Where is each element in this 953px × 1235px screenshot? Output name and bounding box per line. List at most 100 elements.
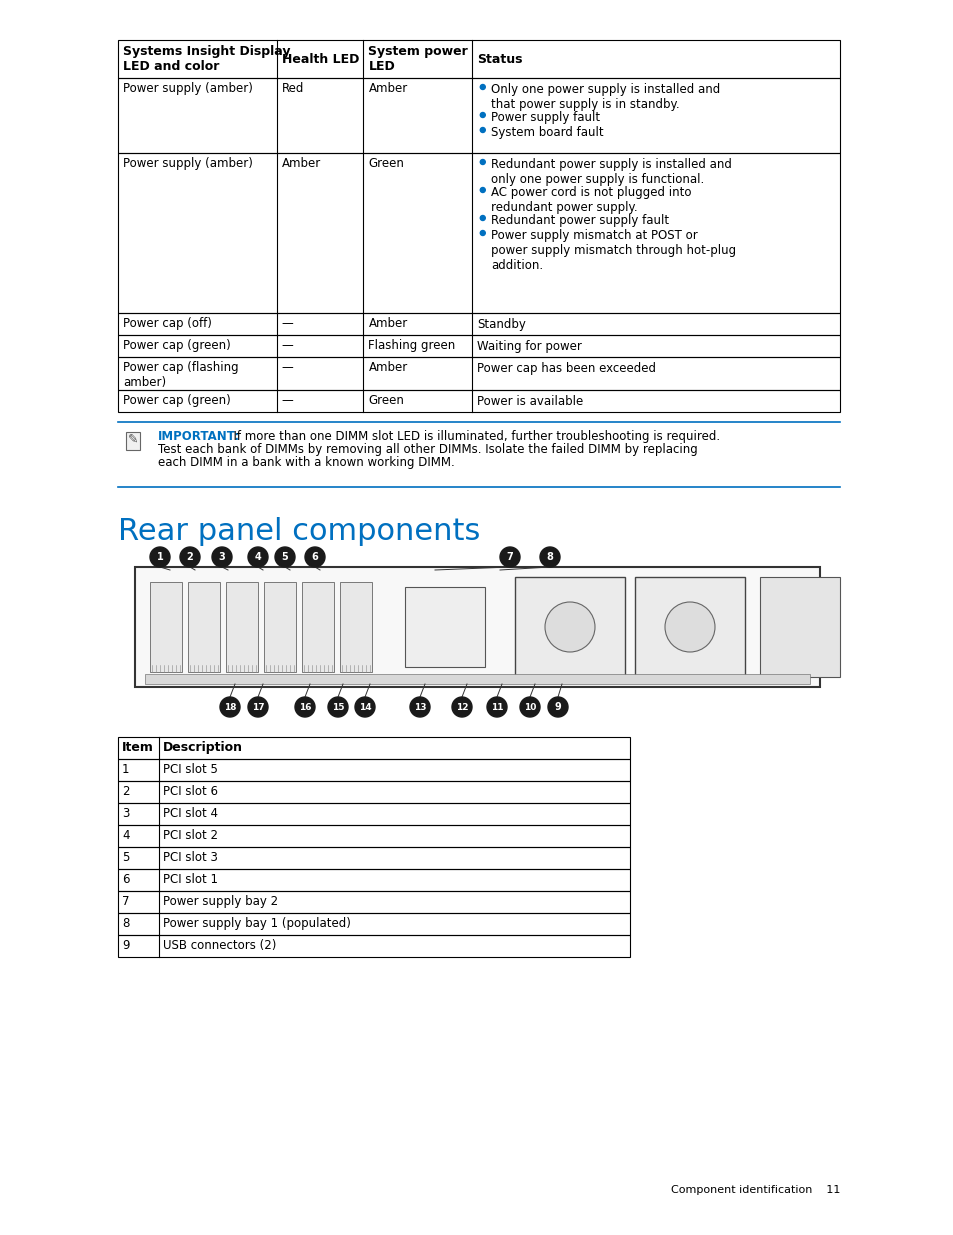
Text: Amber: Amber [368,317,407,330]
Circle shape [294,697,314,718]
Text: Status: Status [476,53,521,65]
Text: Power supply (amber): Power supply (amber) [123,82,253,95]
Text: IMPORTANT:: IMPORTANT: [158,430,240,443]
Text: Amber: Amber [368,361,407,374]
Text: Rear panel components: Rear panel components [118,517,480,546]
Text: PCI slot 1: PCI slot 1 [163,873,217,885]
Text: 15: 15 [332,703,344,711]
Text: 5: 5 [122,851,130,864]
Text: Green: Green [368,157,404,170]
Text: 11: 11 [490,703,503,711]
Circle shape [248,547,268,567]
Text: Component identification    11: Component identification 11 [670,1186,840,1195]
Circle shape [479,215,485,221]
FancyBboxPatch shape [302,582,334,672]
Text: Test each bank of DIMMs by removing all other DIMMs. Isolate the failed DIMM by : Test each bank of DIMMs by removing all … [158,443,697,456]
Text: AC power cord is not plugged into
redundant power supply.: AC power cord is not plugged into redund… [490,186,691,214]
Text: Redundant power supply is installed and
only one power supply is functional.: Redundant power supply is installed and … [490,158,731,186]
Text: Power cap (green): Power cap (green) [123,394,231,408]
Text: 4: 4 [122,829,130,842]
Circle shape [479,127,485,132]
Text: 16: 16 [298,703,311,711]
Text: If more than one DIMM slot LED is illuminated, further troubleshooting is requir: If more than one DIMM slot LED is illumi… [226,430,720,443]
Text: 6: 6 [312,552,318,562]
Text: ✎: ✎ [128,433,138,446]
Text: 3: 3 [122,806,130,820]
Text: 8: 8 [122,918,130,930]
Text: System board fault: System board fault [490,126,602,140]
FancyBboxPatch shape [135,567,820,687]
Text: 7: 7 [122,895,130,908]
Text: 4: 4 [254,552,261,562]
Circle shape [328,697,348,718]
Text: 1: 1 [156,552,163,562]
Circle shape [499,547,519,567]
Text: 13: 13 [414,703,426,711]
Circle shape [220,697,240,718]
Text: Redundant power supply fault: Redundant power supply fault [490,214,668,227]
FancyBboxPatch shape [145,674,809,684]
Text: Power cap (green): Power cap (green) [123,338,231,352]
Circle shape [519,697,539,718]
Text: Power supply fault: Power supply fault [490,111,599,124]
Text: Waiting for power: Waiting for power [476,340,581,353]
Text: —: — [281,338,294,352]
Text: Only one power supply is installed and
that power supply is in standby.: Only one power supply is installed and t… [490,83,720,111]
FancyBboxPatch shape [635,577,744,677]
FancyBboxPatch shape [126,432,140,450]
Text: Power is available: Power is available [476,395,582,408]
Text: 5: 5 [281,552,288,562]
Circle shape [664,601,714,652]
Circle shape [452,697,472,718]
Text: Power cap (flashing
amber): Power cap (flashing amber) [123,361,238,389]
FancyBboxPatch shape [515,577,624,677]
Text: PCI slot 5: PCI slot 5 [163,763,217,776]
Text: each DIMM in a bank with a known working DIMM.: each DIMM in a bank with a known working… [158,456,455,469]
Text: 18: 18 [224,703,236,711]
Circle shape [479,231,485,236]
Text: 1: 1 [122,763,130,776]
Text: Power cap (off): Power cap (off) [123,317,212,330]
Text: 10: 10 [523,703,536,711]
Circle shape [305,547,325,567]
Text: 17: 17 [252,703,264,711]
Text: 14: 14 [358,703,371,711]
Text: 2: 2 [122,785,130,798]
Text: PCI slot 6: PCI slot 6 [163,785,217,798]
FancyBboxPatch shape [405,587,484,667]
Circle shape [486,697,506,718]
Text: Power cap has been exceeded: Power cap has been exceeded [476,362,655,375]
Circle shape [479,159,485,164]
Text: Power supply bay 1 (populated): Power supply bay 1 (populated) [163,918,351,930]
Text: Systems Insight Display
LED and color: Systems Insight Display LED and color [123,44,291,73]
Text: 7: 7 [506,552,513,562]
Circle shape [212,547,232,567]
Text: 8: 8 [546,552,553,562]
FancyBboxPatch shape [264,582,295,672]
Text: 12: 12 [456,703,468,711]
Text: Amber: Amber [368,82,407,95]
FancyBboxPatch shape [188,582,220,672]
Text: —: — [281,394,294,408]
Text: 2: 2 [187,552,193,562]
Text: Flashing green: Flashing green [368,338,456,352]
Circle shape [479,188,485,193]
Circle shape [248,697,268,718]
Text: PCI slot 4: PCI slot 4 [163,806,217,820]
Text: Amber: Amber [281,157,321,170]
Text: 9: 9 [122,939,130,952]
Text: USB connectors (2): USB connectors (2) [163,939,276,952]
Text: Standby: Standby [476,317,525,331]
Text: PCI slot 2: PCI slot 2 [163,829,217,842]
Text: —: — [281,317,294,330]
Circle shape [355,697,375,718]
FancyBboxPatch shape [150,582,182,672]
Circle shape [479,112,485,117]
Text: Power supply (amber): Power supply (amber) [123,157,253,170]
Text: —: — [281,361,294,374]
FancyBboxPatch shape [760,577,840,677]
Text: Health LED: Health LED [281,53,359,65]
Text: 9: 9 [554,701,560,713]
Text: 6: 6 [122,873,130,885]
Text: Item: Item [122,741,153,755]
